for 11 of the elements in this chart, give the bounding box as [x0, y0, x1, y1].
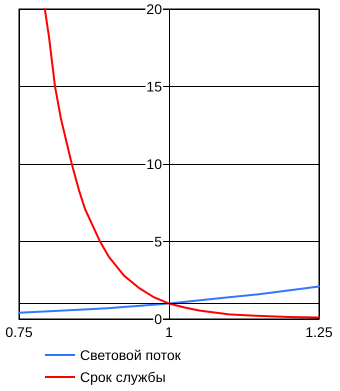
x-tick-label: 1: [165, 324, 174, 340]
y-tick-label: 15: [146, 78, 162, 94]
y-tick-label: 0: [154, 311, 162, 327]
legend-label: Срок службы: [80, 369, 166, 385]
y-tick-label: 10: [146, 156, 162, 172]
legend-label: Световой поток: [80, 347, 182, 363]
line-series: [18, 285, 320, 314]
y-tick-label: 5: [154, 234, 162, 250]
x-tick-label: 0.75: [5, 324, 33, 340]
x-tick-label: 1.25: [305, 324, 333, 340]
y-tick-label: 20: [146, 1, 162, 17]
